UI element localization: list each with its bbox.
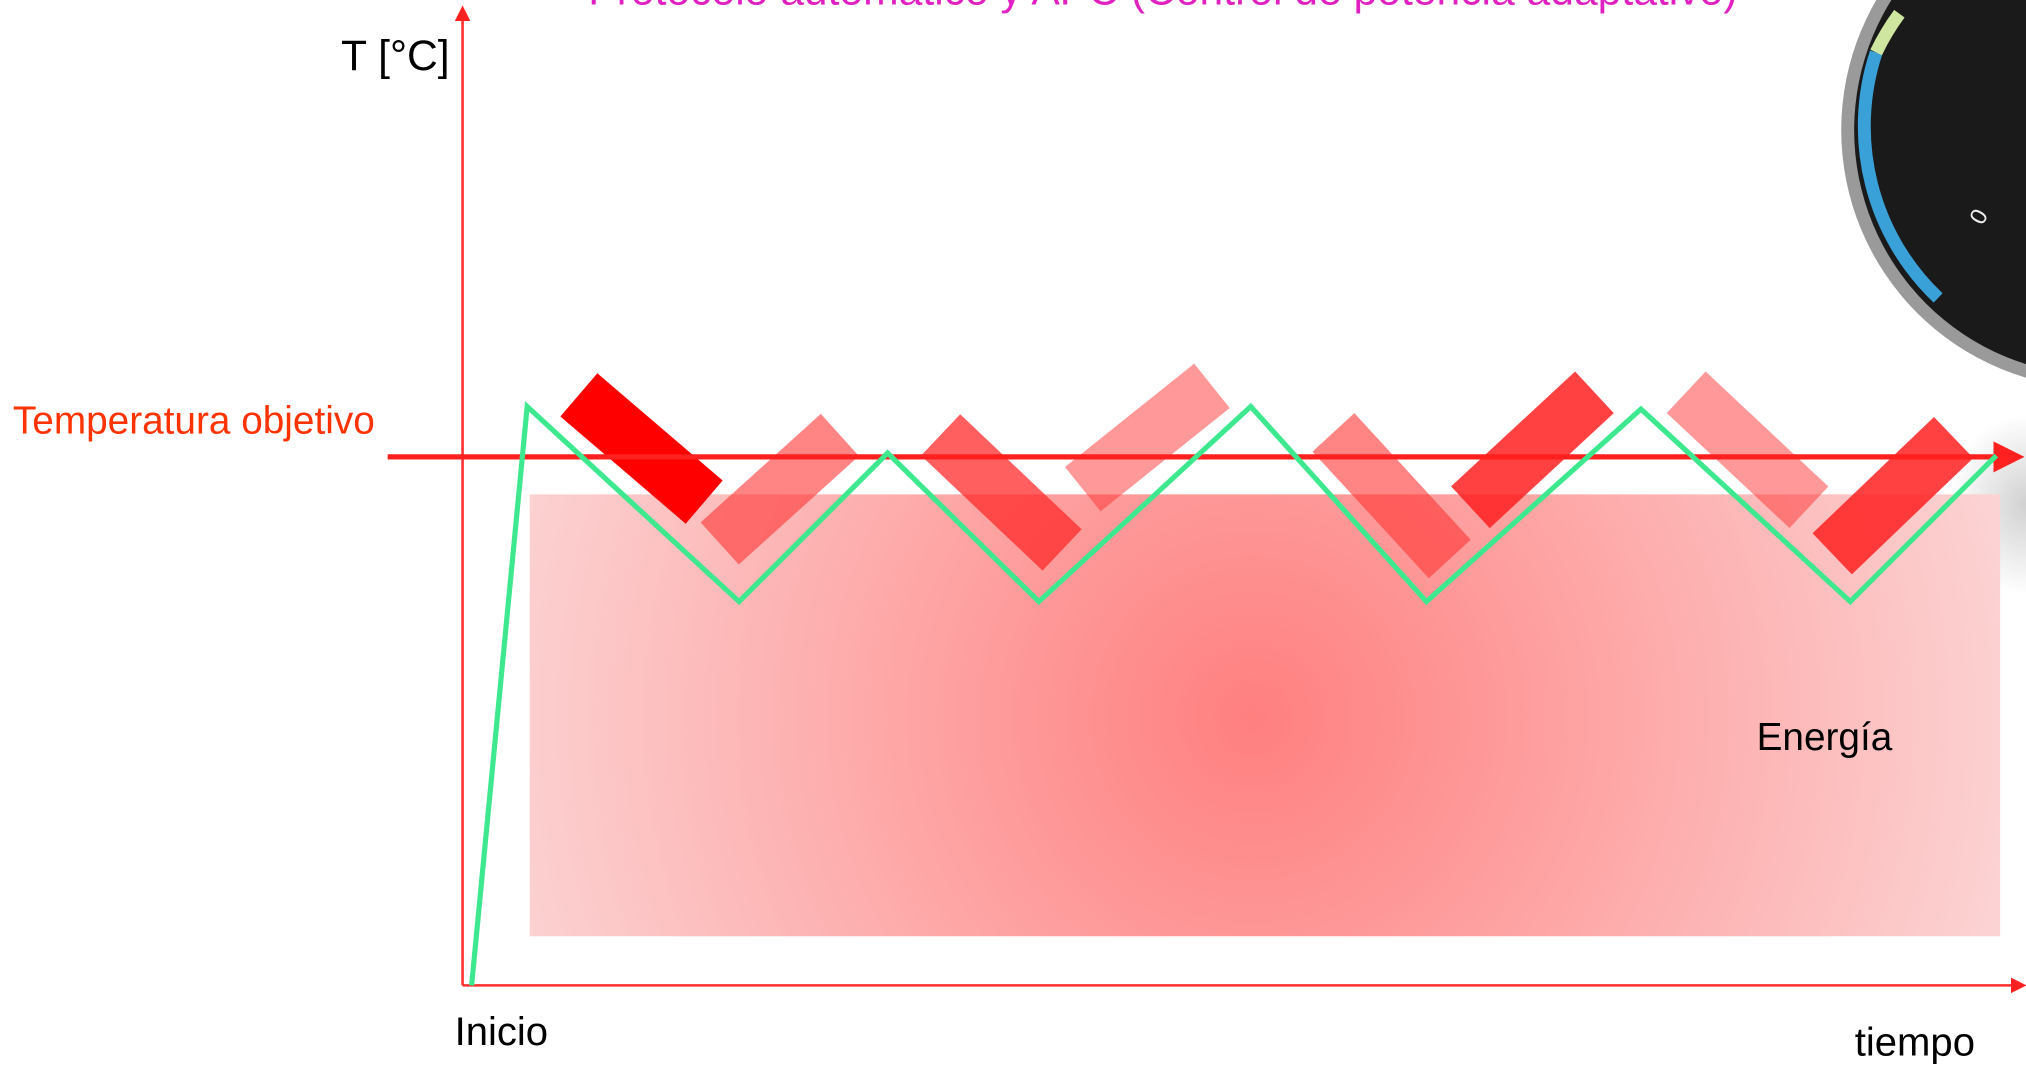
x-axis-label: tiempo — [1855, 1020, 1975, 1064]
power-block — [1451, 371, 1614, 529]
temperature-curve — [469, 401, 1999, 986]
power-block — [921, 414, 1082, 571]
power-block — [700, 413, 859, 565]
energy-label: Energía — [1757, 716, 1893, 759]
gauge-face — [1854, 0, 2026, 365]
power-block — [1666, 371, 1829, 529]
power-block — [560, 373, 723, 524]
gauge: 0 — [1841, 0, 2026, 596]
gauge-arc — [1857, 50, 1943, 303]
target-label: Temperatura objetivo — [13, 400, 375, 443]
gauge-arc — [1870, 9, 1905, 56]
title: Protocolo automático y APC (Control de p… — [588, 0, 1737, 14]
start-label: Inicio — [455, 1010, 549, 1054]
power-block — [1065, 363, 1230, 512]
power-block — [1312, 413, 1471, 579]
y-axis-label: T [°C] — [341, 32, 450, 80]
